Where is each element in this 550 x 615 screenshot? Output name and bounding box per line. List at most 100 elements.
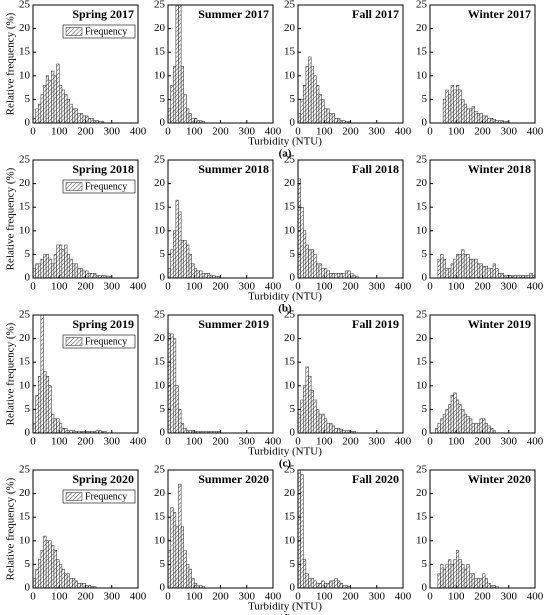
bar (334, 428, 338, 433)
bar (74, 108, 78, 123)
y-tick-label: 25 (416, 154, 428, 166)
y-tick-label: 25 (284, 0, 296, 11)
bar (458, 559, 462, 588)
bar (35, 394, 39, 433)
panel-title: Spring 2017 (72, 7, 134, 21)
x-tick-label: 200 (212, 591, 229, 603)
bar (487, 583, 491, 588)
x-tick-label: 0 (165, 281, 171, 293)
y-tick-label: 10 (284, 224, 296, 236)
panel: 0 5 10 15 20 25 0 100 200 300 400 Spring 2018 Freque… (19, 154, 147, 293)
bar (183, 94, 187, 123)
bar (38, 559, 42, 588)
y-tick-label: 20 (416, 177, 428, 189)
bars (442, 84, 509, 123)
bar (339, 428, 343, 433)
bar (339, 583, 343, 588)
bar (442, 258, 446, 278)
bar (313, 254, 317, 278)
bar (173, 230, 177, 278)
legend-swatch (65, 27, 83, 36)
bar (69, 103, 73, 123)
bar (61, 428, 65, 433)
bar (188, 568, 192, 588)
bars (33, 315, 107, 433)
y-tick-label: 10 (19, 534, 31, 546)
x-tick-label: 200 (77, 436, 94, 448)
y-tick-label: 15 (284, 46, 296, 58)
bar (56, 559, 60, 588)
x-tick-label: 200 (474, 281, 491, 293)
bar (492, 263, 496, 278)
x-tick-label: 200 (342, 436, 359, 448)
bars (435, 392, 496, 433)
bar (175, 199, 179, 278)
bar (186, 108, 190, 123)
y-tick-label: 10 (284, 534, 296, 546)
bar (51, 263, 55, 278)
x-tick-label: 100 (316, 591, 333, 603)
bar (442, 413, 446, 433)
bars (33, 63, 105, 123)
bar (466, 564, 470, 588)
bar (474, 578, 478, 588)
y-tick-label: 15 (416, 511, 428, 523)
bar (45, 75, 49, 123)
bar (56, 63, 60, 123)
bar (318, 94, 322, 123)
y-tick-label: 0 (290, 427, 296, 439)
bar (53, 75, 57, 123)
bar (77, 268, 81, 278)
bar (303, 84, 307, 123)
x-tick-label: 400 (265, 436, 282, 448)
x-tick-label: 400 (527, 126, 544, 138)
bar (445, 409, 449, 433)
x-tick-label: 300 (501, 436, 518, 448)
bar (471, 258, 475, 278)
plot-frame (297, 469, 404, 589)
y-tick-label: 5 (25, 93, 31, 105)
bar (43, 84, 47, 123)
bar (445, 564, 449, 588)
y-tick-label: 5 (290, 558, 296, 570)
bar (64, 94, 68, 123)
y-tick-label: 0 (422, 272, 428, 284)
x-tick-label: 200 (212, 281, 229, 293)
x-axis-label: Turbidity (NTU) (248, 601, 322, 613)
bar (64, 573, 68, 588)
bar (178, 5, 182, 123)
row-label: (a) (279, 148, 292, 160)
bar (498, 273, 502, 278)
y-tick-label: 5 (422, 93, 428, 105)
panel: 0 5 10 15 20 25 0 100 200 300 400 Fall 2019 (284, 309, 412, 448)
row-label: (b) (278, 303, 292, 315)
bar (40, 94, 44, 123)
bar (53, 254, 57, 278)
x-tick-label: 400 (395, 126, 412, 138)
bar (61, 89, 65, 123)
bar (303, 230, 307, 278)
bar (342, 273, 346, 278)
bar (310, 390, 314, 433)
y-tick-label: 25 (154, 309, 166, 321)
x-tick-label: 200 (474, 591, 491, 603)
bar (90, 118, 94, 123)
x-tick-label: 100 (51, 436, 68, 448)
bar (199, 270, 203, 278)
panel-title: Winter 2017 (468, 7, 531, 21)
y-tick-label: 20 (416, 487, 428, 499)
bar (308, 249, 312, 278)
y-tick-label: 10 (154, 379, 166, 391)
y-tick-label: 10 (416, 534, 428, 546)
y-tick-label: 0 (160, 117, 166, 129)
y-tick-label: 25 (154, 154, 166, 166)
bar (48, 258, 52, 278)
x-tick-label: 400 (395, 281, 412, 293)
panel-title: Summer 2019 (198, 317, 269, 331)
panel: 0 5 10 15 20 25 0 100 200 300 400 Spring 2019 Freque… (19, 309, 147, 448)
bar (474, 258, 478, 278)
row-label: (d) (278, 613, 292, 615)
y-tick-label: 20 (284, 22, 296, 34)
bar (442, 99, 446, 123)
y-tick-label: 15 (416, 46, 428, 58)
